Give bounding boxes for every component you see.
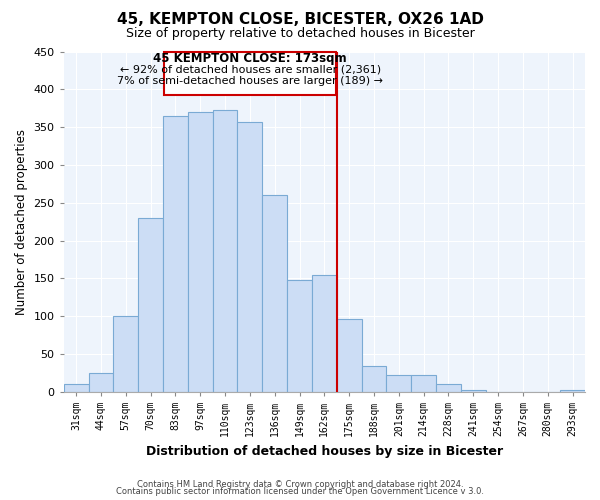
Text: Contains public sector information licensed under the Open Government Licence v : Contains public sector information licen… <box>116 487 484 496</box>
Bar <box>262 195 287 392</box>
Bar <box>362 366 386 392</box>
Bar <box>64 384 89 392</box>
Text: Contains HM Land Registry data © Crown copyright and database right 2024.: Contains HM Land Registry data © Crown c… <box>137 480 463 489</box>
Bar <box>436 384 461 392</box>
Text: 45 KEMPTON CLOSE: 173sqm: 45 KEMPTON CLOSE: 173sqm <box>154 52 347 65</box>
Bar <box>212 110 238 392</box>
Bar <box>337 320 362 392</box>
Bar <box>238 122 262 392</box>
FancyBboxPatch shape <box>164 52 336 96</box>
Bar <box>89 373 113 392</box>
X-axis label: Distribution of detached houses by size in Bicester: Distribution of detached houses by size … <box>146 444 503 458</box>
Y-axis label: Number of detached properties: Number of detached properties <box>15 128 28 314</box>
Bar <box>386 375 411 392</box>
Text: Size of property relative to detached houses in Bicester: Size of property relative to detached ho… <box>125 28 475 40</box>
Bar <box>312 274 337 392</box>
Bar <box>411 375 436 392</box>
Bar <box>163 116 188 392</box>
Bar <box>188 112 212 392</box>
Text: 45, KEMPTON CLOSE, BICESTER, OX26 1AD: 45, KEMPTON CLOSE, BICESTER, OX26 1AD <box>116 12 484 28</box>
Text: 7% of semi-detached houses are larger (189) →: 7% of semi-detached houses are larger (1… <box>117 76 383 86</box>
Bar <box>113 316 138 392</box>
Bar <box>560 390 585 392</box>
Bar <box>461 390 486 392</box>
Text: ← 92% of detached houses are smaller (2,361): ← 92% of detached houses are smaller (2,… <box>119 64 381 74</box>
Bar <box>287 280 312 392</box>
Bar <box>138 218 163 392</box>
